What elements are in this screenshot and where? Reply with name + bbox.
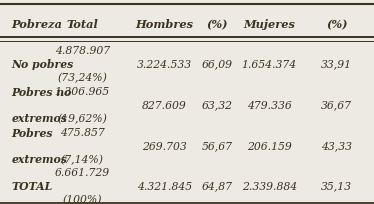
Text: 3.224.533: 3.224.533 <box>137 59 192 69</box>
Text: 56,67: 56,67 <box>202 141 232 151</box>
Text: 33,91: 33,91 <box>321 59 352 69</box>
Text: Pobres no: Pobres no <box>11 86 71 97</box>
Text: Mujeres: Mujeres <box>243 19 295 30</box>
Text: (100%): (100%) <box>62 194 102 204</box>
Text: 479.336: 479.336 <box>247 100 292 110</box>
Text: 4.878.907: 4.878.907 <box>55 46 110 56</box>
Text: 1.306.965: 1.306.965 <box>55 87 110 97</box>
Text: 43,33: 43,33 <box>321 141 352 151</box>
Text: 35,13: 35,13 <box>321 181 352 191</box>
Text: TOTAL: TOTAL <box>11 180 52 191</box>
Text: 206.159: 206.159 <box>247 141 292 151</box>
Text: Pobres: Pobres <box>11 127 53 138</box>
Text: 6.661.729: 6.661.729 <box>55 167 110 177</box>
Text: extremos: extremos <box>11 154 67 165</box>
Text: 63,32: 63,32 <box>202 100 232 110</box>
Text: 827.609: 827.609 <box>142 100 187 110</box>
Text: 1.654.374: 1.654.374 <box>242 59 297 69</box>
Text: (19,62%): (19,62%) <box>57 113 107 123</box>
Text: (7,14%): (7,14%) <box>61 154 104 164</box>
Text: 4.321.845: 4.321.845 <box>137 181 192 191</box>
Text: 2.339.884: 2.339.884 <box>242 181 297 191</box>
Text: Total: Total <box>66 19 98 30</box>
Text: 269.703: 269.703 <box>142 141 187 151</box>
Text: 475.857: 475.857 <box>60 128 105 137</box>
Text: 36,67: 36,67 <box>321 100 352 110</box>
Text: Hombres: Hombres <box>135 19 194 30</box>
Text: (%): (%) <box>206 19 228 30</box>
Text: 66,09: 66,09 <box>202 59 232 69</box>
Text: 64,87: 64,87 <box>202 181 232 191</box>
Text: Pobreza: Pobreza <box>11 19 62 30</box>
Text: extremos: extremos <box>11 113 67 124</box>
Text: (%): (%) <box>326 19 347 30</box>
Text: (73,24%): (73,24%) <box>57 72 107 83</box>
Text: No pobres: No pobres <box>11 59 73 70</box>
